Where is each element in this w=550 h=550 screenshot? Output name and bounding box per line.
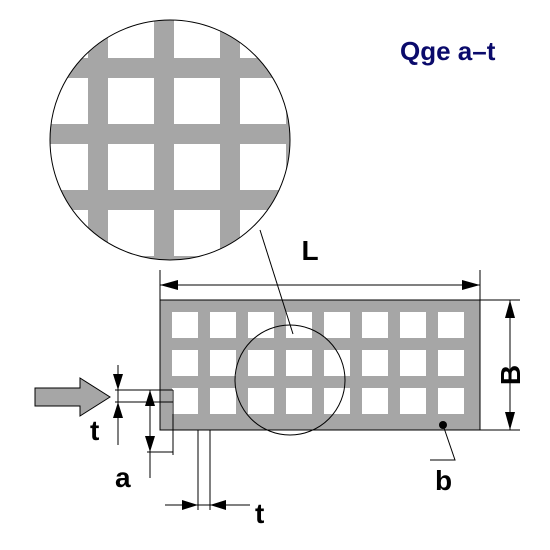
plate-hole (286, 350, 312, 376)
dim-t-horizontal: t (165, 430, 264, 529)
dim-L-arrow-right (462, 280, 480, 290)
plate-hole (400, 350, 426, 376)
dim-tv-label: t (90, 415, 99, 446)
plate-hole (400, 312, 426, 338)
dim-B-arrow-top (505, 300, 515, 318)
detail-hole (42, 144, 88, 190)
plate-hole (438, 350, 464, 376)
title-label: Qge a–t (400, 36, 496, 66)
plate-hole (286, 388, 312, 414)
detail-hole (108, 144, 154, 190)
dim-tv-arrow-bot (113, 402, 123, 418)
plate-hole (362, 350, 388, 376)
detail-hole (174, 144, 220, 190)
plate-hole (248, 350, 274, 376)
dim-B-label: B (495, 365, 526, 385)
plate-hole (438, 312, 464, 338)
plate-body (160, 300, 480, 430)
plate-hole (248, 388, 274, 414)
plate-hole (248, 312, 274, 338)
detail-hole (108, 210, 154, 256)
dim-tv-arrow-top (113, 374, 123, 390)
detail-hole (42, 12, 88, 58)
plate-hole (438, 388, 464, 414)
detail-hole (240, 78, 286, 124)
detail-hole (174, 12, 220, 58)
dim-L-label: L (301, 235, 318, 266)
plate-hole (210, 312, 236, 338)
dim-th-arrow-left (182, 500, 198, 510)
plate-hole (324, 312, 350, 338)
label-b: b (430, 421, 455, 496)
detail-hole (42, 78, 88, 124)
plate-hole (324, 350, 350, 376)
plate-hole (172, 388, 198, 414)
label-b-text: b (435, 465, 452, 496)
dim-B: B (480, 300, 526, 430)
plate-hole (210, 350, 236, 376)
detail-hole (108, 12, 154, 58)
plate-hole (362, 388, 388, 414)
detail-hole (240, 210, 286, 256)
dim-B-arrow-bot (505, 412, 515, 430)
plate-hole (400, 388, 426, 414)
perforated-plate (160, 300, 480, 430)
plate-hole (362, 312, 388, 338)
detail-hole (108, 78, 154, 124)
detail-hole (42, 210, 88, 256)
plate-hole (210, 388, 236, 414)
dim-th-label: t (255, 498, 264, 529)
detail-hole (174, 78, 220, 124)
detail-hole (240, 12, 286, 58)
plate-hole (324, 388, 350, 414)
detail-view (40, 10, 310, 280)
direction-arrow-icon (35, 378, 110, 416)
dim-a-arrow-top (145, 390, 155, 406)
plate-hole (172, 312, 198, 338)
dim-a-label: a (115, 462, 131, 493)
detail-hole (240, 144, 286, 190)
plate-hole (172, 350, 198, 376)
dim-th-arrow-right (210, 500, 226, 510)
detail-hole (174, 210, 220, 256)
dim-a-arrow-bot (145, 436, 155, 452)
dim-L-arrow-left (160, 280, 178, 290)
